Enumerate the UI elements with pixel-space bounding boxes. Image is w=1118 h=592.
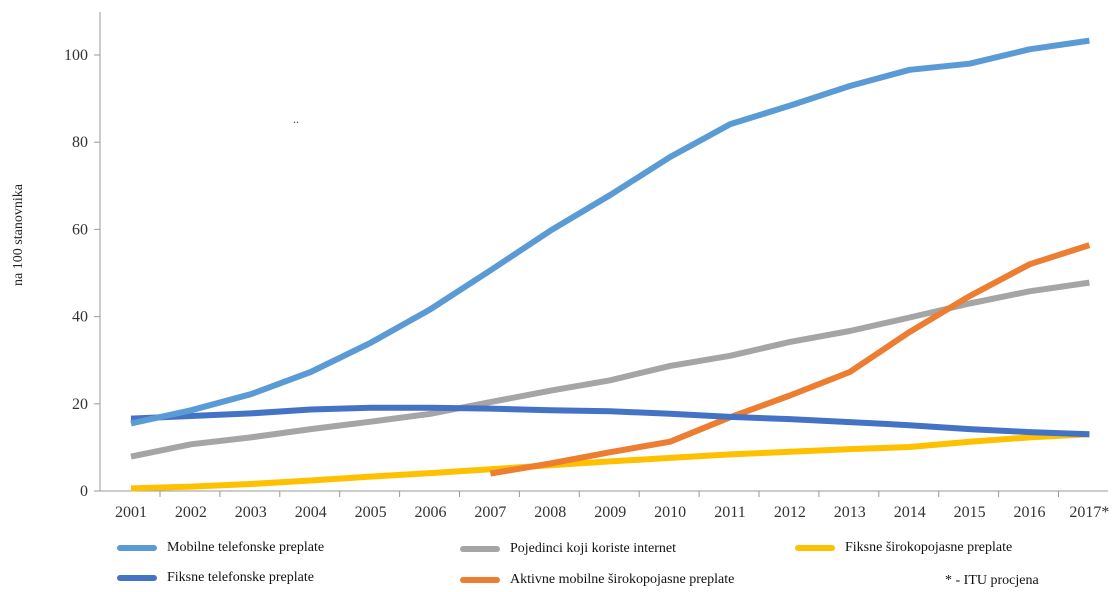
stray-mark: .. [293, 112, 299, 126]
x-tick-label: 2012 [774, 504, 806, 521]
x-tick-label: 2005 [355, 504, 387, 521]
legend-item-aktivne-mobilne: Aktivne mobilne širokopojasne preplate [460, 570, 734, 590]
x-tick-label: 2014 [894, 504, 926, 521]
y-tick-label: 0 [80, 483, 88, 500]
legend-item-mobilne: Mobilne telefonske preplate [117, 538, 324, 558]
x-tick-label: 2016 [1014, 504, 1046, 521]
series-line-fiksne-sirokopojasne-preplate [130, 431, 1090, 492]
x-tick-label: 2003 [235, 504, 267, 521]
series-lines [130, 37, 1091, 492]
series-line-fiksne-telefonske-preplate [130, 404, 1090, 438]
y-tick-label: 60 [72, 221, 88, 238]
y-tick-label: 40 [72, 309, 88, 326]
x-tick-label: 2015 [954, 504, 986, 521]
legend-label: Pojedinci koji koriste internet [510, 541, 677, 556]
legend-swatch [117, 575, 157, 581]
legend-item-fiksne-sirokopojasne: Fiksne širokopojasne preplate [795, 538, 1012, 558]
footnote-itu: * - ITU procjena [945, 573, 1039, 588]
x-tick-label: 2006 [415, 504, 447, 521]
series-line-aktivne-mobilne-sirokopojasne-preplate [489, 242, 1091, 477]
x-tick-label: 2008 [534, 504, 566, 521]
y-tick-label: 20 [72, 396, 88, 413]
legend-swatch [117, 545, 157, 551]
series-line-mobilne-telefonske-preplate [130, 37, 1090, 427]
x-tick-label: 2011 [714, 504, 745, 521]
series-line-pojedinci-koji-koriste-internet [130, 279, 1090, 460]
x-tick-label: 2002 [175, 504, 207, 521]
x-tick-label: 2007 [474, 504, 506, 521]
legend-item-fiksne-telefonske: Fiksne telefonske preplate [117, 568, 314, 588]
legend-swatch [460, 546, 500, 552]
y-axis-ticks: 0 20 40 60 80 100 [64, 47, 100, 500]
legend-label: Mobilne telefonske preplate [167, 540, 325, 555]
y-tick-label: 100 [64, 47, 88, 64]
x-tick-label: 2004 [295, 504, 327, 521]
legend-label: Aktivne mobilne širokopojasne preplate [510, 572, 735, 587]
y-tick-label: 80 [72, 134, 88, 151]
x-tick-label: 2013 [834, 504, 866, 521]
x-axis-ticks: 2001 2002 2003 2004 2005 2006 2007 2008 2009 2010… [115, 491, 1109, 521]
x-tick-label: 2009 [594, 504, 626, 521]
chart-axes [99, 12, 1108, 492]
x-tick-label: 2017* [1069, 504, 1109, 521]
legend-swatch [460, 577, 500, 583]
legend-label: Fiksne širokopojasne preplate [845, 540, 1013, 555]
legend-item-internet: Pojedinci koji koriste internet [460, 539, 676, 559]
y-axis-label: na 100 stanovnika [11, 183, 26, 286]
x-tick-label: 2001 [115, 504, 147, 521]
x-tick-label: 2010 [654, 504, 686, 521]
legend-swatch [795, 545, 835, 551]
legend-label: Fiksne telefonske preplate [167, 570, 314, 585]
